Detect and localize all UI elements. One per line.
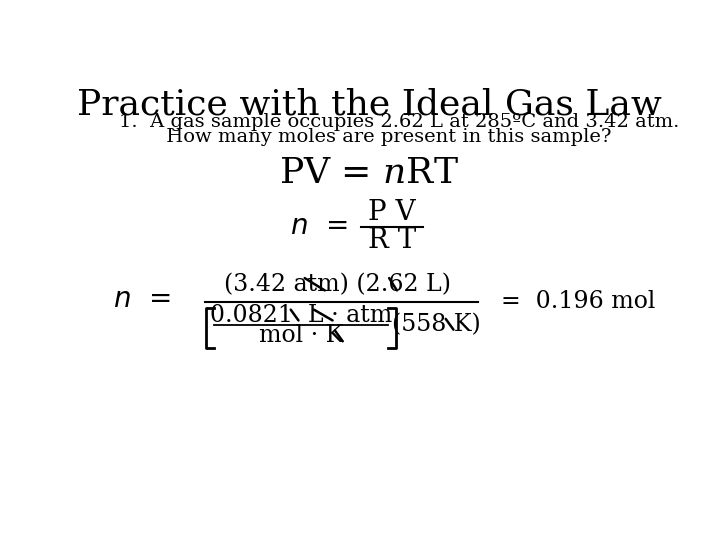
Text: R T: R T xyxy=(368,227,416,254)
Text: =  0.196 mol: = 0.196 mol xyxy=(500,291,655,313)
Text: 0.0821  L · atm: 0.0821 L · atm xyxy=(210,303,392,327)
Text: 1.  A gas sample occupies 2.62 L at 285ºC and 3.42 atm.: 1. A gas sample occupies 2.62 L at 285ºC… xyxy=(120,112,680,131)
Text: (3.42 atm) (2.62 L): (3.42 atm) (2.62 L) xyxy=(225,273,451,296)
Text: PV = $n$RT: PV = $n$RT xyxy=(279,156,459,190)
Text: mol · K: mol · K xyxy=(258,325,343,347)
Text: How many moles are present in this sample?: How many moles are present in this sampl… xyxy=(135,128,611,146)
Text: Practice with the Ideal Gas Law: Practice with the Ideal Gas Law xyxy=(76,88,662,122)
Text: P V: P V xyxy=(369,199,416,226)
Text: $n$  =: $n$ = xyxy=(113,286,171,313)
Text: (558 K): (558 K) xyxy=(392,313,481,336)
Text: $n$  =: $n$ = xyxy=(290,213,348,240)
